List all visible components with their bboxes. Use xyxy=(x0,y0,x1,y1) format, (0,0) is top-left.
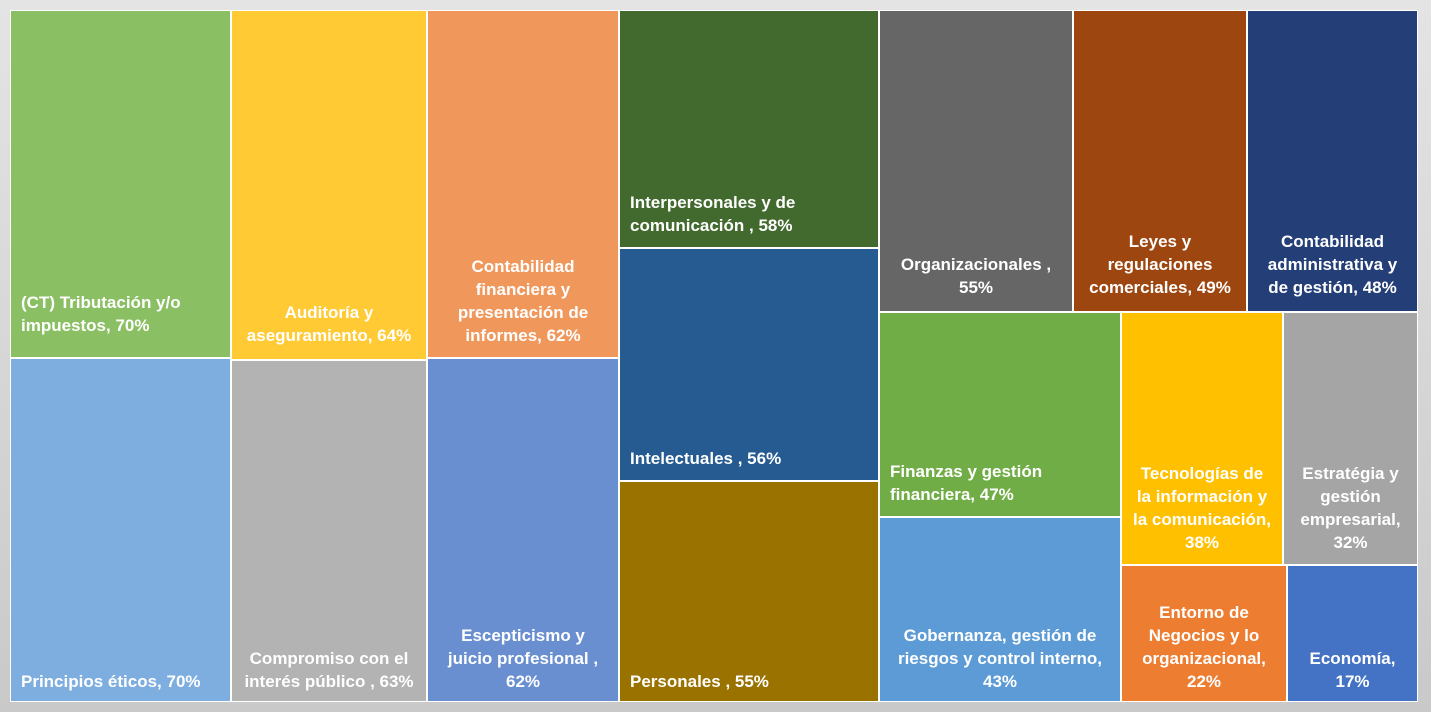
tile-label: Interpersonales y de comunicación , 58% xyxy=(630,193,796,235)
tile-label: Compromiso con el interés público , 63% xyxy=(244,649,414,691)
tile-label: Finanzas y gestión financiera, 47% xyxy=(890,462,1043,504)
tile-label: Principios éticos, 70% xyxy=(21,672,201,691)
tile: Principios éticos, 70% xyxy=(10,358,231,702)
tile: Organizacionales , 55% xyxy=(879,10,1073,312)
tile: Compromiso con el interés público , 63% xyxy=(231,360,427,702)
tile: Contabilidad financiera y presentación d… xyxy=(427,10,619,358)
tile: Tecnologías de la información y la comun… xyxy=(1121,312,1283,565)
tile-label: Contabilidad financiera y presentación d… xyxy=(457,257,589,345)
tile-label: Leyes y regulaciones comerciales, 49% xyxy=(1089,232,1231,297)
tile: Economía, 17% xyxy=(1287,565,1418,702)
tile-label: Estratégia y gestión empresarial, 32% xyxy=(1300,464,1401,552)
tile-label: Escepticismo y juicio profesional , 62% xyxy=(447,626,599,691)
tile: Gobernanza, gestión de riesgos y control… xyxy=(879,517,1121,702)
tile: (CT) Tributación y/o impuestos, 70% xyxy=(10,10,231,358)
tile: Entorno de Negocios y lo organizacional,… xyxy=(1121,565,1287,702)
tile-label: (CT) Tributación y/o impuestos, 70% xyxy=(21,293,181,335)
tile: Finanzas y gestión financiera, 47% xyxy=(879,312,1121,517)
tile-label: Intelectuales , 56% xyxy=(630,449,782,468)
tile-label: Contabilidad administrativa y de gestión… xyxy=(1267,232,1398,297)
tile-label: Economía, 17% xyxy=(1309,649,1396,691)
tile-label: Gobernanza, gestión de riesgos y control… xyxy=(897,626,1103,691)
tile: Contabilidad administrativa y de gestión… xyxy=(1247,10,1418,312)
tile: Intelectuales , 56% xyxy=(619,248,879,481)
tile: Interpersonales y de comunicación , 58% xyxy=(619,10,879,248)
tile-label: Personales , 55% xyxy=(630,672,769,691)
tile: Auditoría y aseguramiento, 64% xyxy=(231,10,427,360)
tile: Personales , 55% xyxy=(619,481,879,702)
tile-label: Tecnologías de la información y la comun… xyxy=(1133,464,1271,552)
tile-label: Auditoría y aseguramiento, 64% xyxy=(246,303,412,345)
tile: Estratégia y gestión empresarial, 32% xyxy=(1283,312,1418,565)
tile: Leyes y regulaciones comerciales, 49% xyxy=(1073,10,1247,312)
tile: Escepticismo y juicio profesional , 62% xyxy=(427,358,619,702)
tile-label: Organizacionales , 55% xyxy=(900,255,1052,297)
tile-label: Entorno de Negocios y lo organizacional,… xyxy=(1142,603,1266,691)
